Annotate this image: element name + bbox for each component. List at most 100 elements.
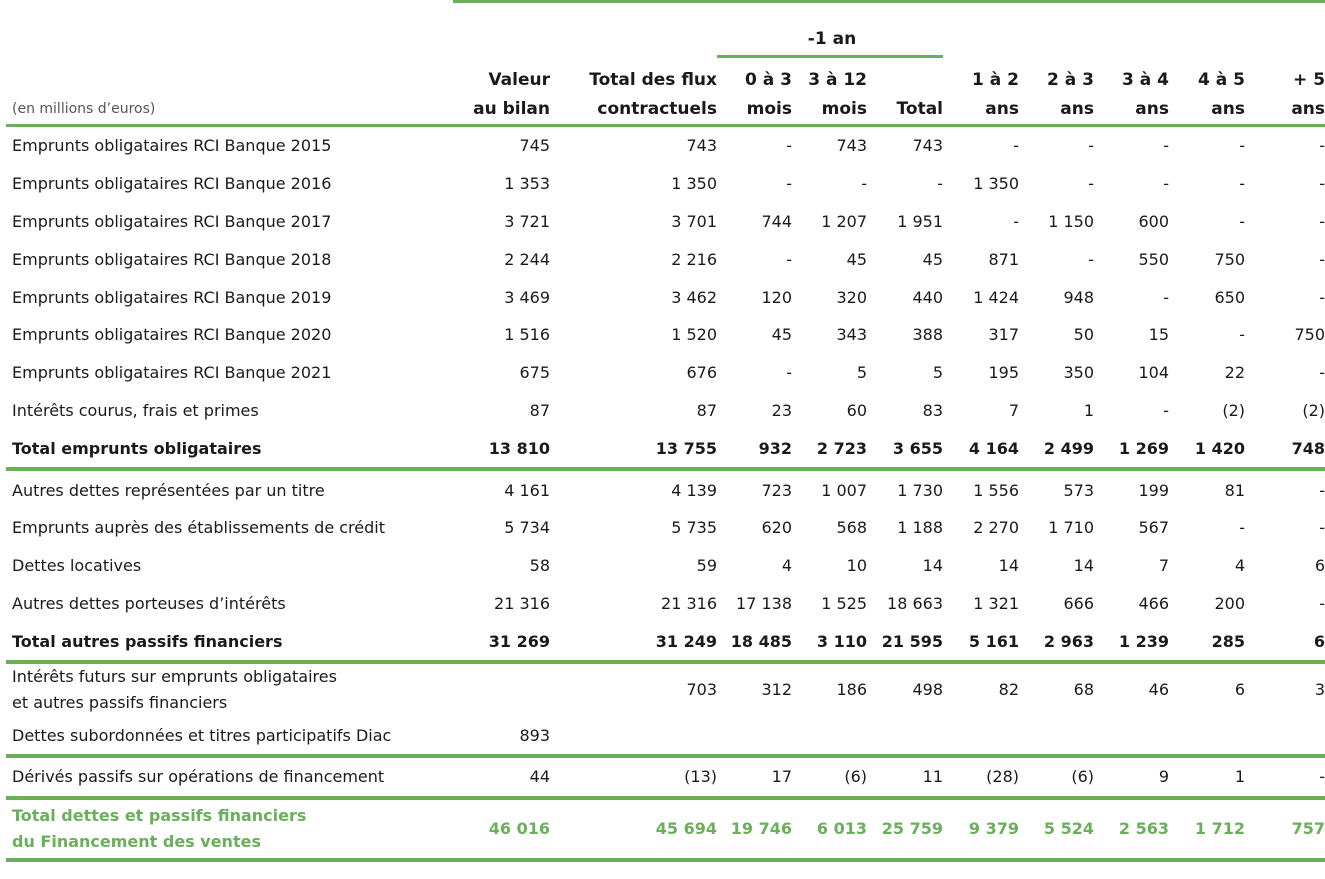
table-cell: 6: [1234, 680, 1245, 700]
table-cell: 600: [1138, 211, 1169, 231]
table-cell: -: [1319, 174, 1325, 194]
financial-liabilities-table: -1 an (en millions d’euros) Valeur au bil…: [6, 0, 1325, 862]
table-cell: 46 016: [453, 797, 550, 862]
table-cell: 3 701: [671, 211, 717, 231]
row-label: Emprunts auprès des établissements de cr…: [12, 518, 385, 538]
table-cell: [867, 716, 943, 758]
column-header: Total: [867, 56, 943, 127]
table-row: Emprunts obligataires RCI Banque 2019 3 4…: [6, 278, 1325, 316]
table-cell: -: [786, 363, 792, 383]
table-cell: 1 730: [897, 480, 943, 500]
table-cell: 46: [1148, 680, 1169, 700]
row-label: Emprunts obligataires RCI Banque 2018: [12, 249, 332, 269]
table-cell: 1: [1083, 400, 1094, 420]
table-row: Total autres passifs financiers 31 269 31 …: [6, 622, 1325, 665]
table-cell: -: [1319, 249, 1325, 269]
table-cell: -: [1163, 400, 1169, 420]
table-cell: 4 139: [671, 480, 717, 500]
table-cell: -: [1163, 287, 1169, 307]
table-cell: (6): [1019, 755, 1094, 800]
table-cell: 14: [998, 556, 1019, 576]
table-cell: 1 525: [821, 593, 867, 613]
table-row: Total dettes et passifs financiers du Fin…: [6, 797, 1325, 862]
table-cell: 750: [1294, 325, 1325, 345]
table-cell: [1019, 716, 1094, 758]
table-cell: 17: [717, 755, 792, 800]
column-header: 1 à 2 ans: [943, 56, 1019, 127]
table-cell: 675: [519, 363, 550, 383]
table-cell: 45: [846, 249, 867, 269]
table-row: Emprunts obligataires RCI Banque 2020 1 5…: [6, 316, 1325, 354]
table-cell: -: [786, 249, 792, 269]
table-cell: 1 712: [1169, 797, 1245, 862]
table-cell: 948: [1063, 287, 1094, 307]
table-cell: 1 353: [504, 174, 550, 194]
table-cell: 104: [1138, 363, 1169, 383]
table-cell: 83: [922, 400, 943, 420]
table-cell: 5 524: [1019, 797, 1094, 862]
table-cell: -: [861, 174, 867, 194]
table-row: Emprunts obligataires RCI Banque 2015 745…: [6, 126, 1325, 165]
table-cell: -: [1319, 136, 1325, 156]
table-cell: 14: [922, 556, 943, 576]
row-label: Intérêts courus, frais et primes: [12, 400, 259, 420]
table-cell: 748: [1245, 429, 1325, 472]
table-cell: 19 746: [717, 797, 792, 862]
table-cell: -: [1245, 755, 1325, 800]
table-cell: 1 520: [671, 325, 717, 345]
table-cell: 4: [781, 556, 792, 576]
table-cell: 6 013: [792, 797, 867, 862]
table-cell: 23: [771, 400, 792, 420]
table-cell: 82: [998, 680, 1019, 700]
table-cell: -: [1319, 363, 1325, 383]
table-cell: 343: [836, 325, 867, 345]
table-cell: 13 755: [550, 429, 717, 472]
table-cell: [1169, 716, 1245, 758]
row-label: Dettes subordonnées et titres participat…: [6, 716, 453, 758]
table-row: Dettes subordonnées et titres participat…: [6, 716, 1325, 758]
table-cell: -: [1239, 518, 1245, 538]
table-cell: (13): [550, 755, 717, 800]
table-cell: 7: [1008, 400, 1019, 420]
table-cell: -: [1163, 136, 1169, 156]
table-cell: 568: [836, 518, 867, 538]
table-cell: 9: [1094, 755, 1169, 800]
table-cell: -: [1163, 174, 1169, 194]
table-cell: -: [1013, 211, 1019, 231]
table-cell: 186: [836, 680, 867, 700]
table-cell: [1094, 716, 1169, 758]
table-cell: 22: [1224, 363, 1245, 383]
table-cell: 1 951: [897, 211, 943, 231]
table-cell: -: [1319, 593, 1325, 613]
table-cell: 81: [1224, 480, 1245, 500]
table-cell: 5: [932, 363, 943, 383]
table-cell: -: [1088, 249, 1094, 269]
table-cell: 666: [1063, 593, 1094, 613]
table-cell: 18 663: [887, 593, 943, 613]
table-row: Dettes locatives 58 59 4 10 14 14 14 7 4 6: [6, 547, 1325, 585]
table-cell: (6): [792, 755, 867, 800]
table-cell: 1 007: [821, 480, 867, 500]
table-cell: 31 269: [453, 622, 550, 665]
column-header: 3 à 12 mois: [792, 56, 867, 127]
table-cell: [792, 716, 867, 758]
table-cell: 2 270: [973, 518, 1019, 538]
row-label: Emprunts obligataires RCI Banque 2021: [12, 363, 332, 383]
table-cell: 1 350: [671, 174, 717, 194]
column-header: 3 à 4 ans: [1094, 56, 1169, 127]
table-cell: 4 164: [943, 429, 1019, 472]
row-label: Emprunts obligataires RCI Banque 2015: [12, 136, 332, 156]
table-cell: -: [1319, 211, 1325, 231]
table-cell: 1 239: [1094, 622, 1169, 665]
table-row: Emprunts auprès des établissements de cr…: [6, 509, 1325, 547]
row-label: Emprunts obligataires RCI Banque 2019: [12, 287, 332, 307]
table-cell: 676: [686, 363, 717, 383]
row-label: Dettes locatives: [12, 556, 142, 576]
table-cell: 9 379: [943, 797, 1019, 862]
row-label: Emprunts obligataires RCI Banque 2020: [12, 325, 332, 345]
table-cell: 21 316: [494, 593, 550, 613]
table-cell: 1 321: [973, 593, 1019, 613]
table-row: Emprunts obligataires RCI Banque 2017 3 7…: [6, 203, 1325, 241]
table-cell: 18 485: [717, 622, 792, 665]
table-cell: 7: [1158, 556, 1169, 576]
